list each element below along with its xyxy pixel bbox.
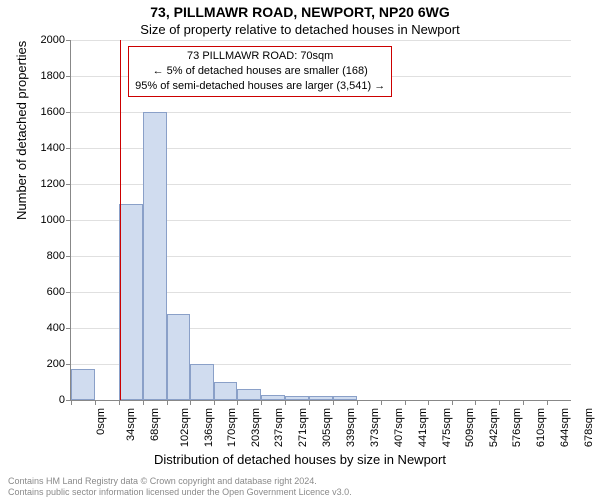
plot-area: 02004006008001000120014001600180020000sq… xyxy=(70,40,571,401)
y-tick-label: 1800 xyxy=(15,70,65,82)
x-tick-label: 576sqm xyxy=(512,408,524,447)
x-tick xyxy=(333,400,334,405)
y-tick-label: 800 xyxy=(15,250,65,262)
x-tick-label: 475sqm xyxy=(441,408,453,447)
x-tick-label: 0sqm xyxy=(95,408,107,435)
x-tick xyxy=(95,400,96,405)
footer-attribution: Contains HM Land Registry data © Crown c… xyxy=(8,476,352,499)
x-tick-label: 203sqm xyxy=(250,408,262,447)
bar xyxy=(143,112,167,400)
y-tick-label: 1000 xyxy=(15,214,65,226)
histogram-chart: 02004006008001000120014001600180020000sq… xyxy=(70,40,570,400)
footer-line: Contains public sector information licen… xyxy=(8,487,352,498)
x-tick xyxy=(499,400,500,405)
x-tick xyxy=(475,400,476,405)
x-tick xyxy=(547,400,548,405)
x-tick xyxy=(405,400,406,405)
y-tick-label: 0 xyxy=(15,394,65,406)
y-tick xyxy=(66,328,71,329)
bar xyxy=(119,204,143,400)
x-tick-label: 68sqm xyxy=(149,408,161,441)
x-tick-label: 441sqm xyxy=(417,408,429,447)
y-tick-label: 400 xyxy=(15,322,65,334)
y-tick-label: 200 xyxy=(15,358,65,370)
bar xyxy=(261,395,285,400)
y-tick xyxy=(66,292,71,293)
x-tick-label: 170sqm xyxy=(227,408,239,447)
x-tick xyxy=(285,400,286,405)
x-tick-label: 542sqm xyxy=(488,408,500,447)
x-tick xyxy=(190,400,191,405)
y-tick-label: 1400 xyxy=(15,142,65,154)
page-subtitle: Size of property relative to detached ho… xyxy=(0,22,600,37)
y-tick xyxy=(66,76,71,77)
y-tick xyxy=(66,364,71,365)
x-tick xyxy=(71,400,72,405)
annotation-line: ← 5% of detached houses are smaller (168… xyxy=(135,64,385,79)
x-tick xyxy=(214,400,215,405)
x-tick xyxy=(452,400,453,405)
x-tick-label: 339sqm xyxy=(345,408,357,447)
x-tick-label: 509sqm xyxy=(465,408,477,447)
annotation-line: 73 PILLMAWR ROAD: 70sqm xyxy=(135,49,385,64)
marker-line xyxy=(120,40,121,400)
x-tick-label: 102sqm xyxy=(179,408,191,447)
x-tick-label: 237sqm xyxy=(274,408,286,447)
y-tick-label: 1200 xyxy=(15,178,65,190)
page-title: 73, PILLMAWR ROAD, NEWPORT, NP20 6WG xyxy=(0,4,600,20)
x-tick-label: 34sqm xyxy=(125,408,137,441)
bar xyxy=(333,396,357,401)
x-tick-label: 373sqm xyxy=(369,408,381,447)
x-tick xyxy=(309,400,310,405)
x-tick xyxy=(237,400,238,405)
x-tick xyxy=(261,400,262,405)
y-tick-label: 2000 xyxy=(15,34,65,46)
x-tick-label: 305sqm xyxy=(321,408,333,447)
bar xyxy=(214,382,238,400)
x-axis-title: Distribution of detached houses by size … xyxy=(0,452,600,467)
bar xyxy=(190,364,214,400)
bar xyxy=(71,369,95,400)
y-tick xyxy=(66,256,71,257)
bar xyxy=(237,389,261,400)
x-tick-label: 644sqm xyxy=(559,408,571,447)
annotation-box: 73 PILLMAWR ROAD: 70sqm← 5% of detached … xyxy=(128,46,392,97)
x-tick xyxy=(119,400,120,405)
y-tick-label: 600 xyxy=(15,286,65,298)
bar xyxy=(309,396,333,401)
y-tick-label: 1600 xyxy=(15,106,65,118)
x-tick xyxy=(143,400,144,405)
x-tick-label: 610sqm xyxy=(536,408,548,447)
x-tick xyxy=(357,400,358,405)
x-tick-label: 678sqm xyxy=(583,408,595,447)
y-tick xyxy=(66,40,71,41)
grid-line xyxy=(71,40,571,41)
x-tick-label: 407sqm xyxy=(393,408,405,447)
y-tick xyxy=(66,112,71,113)
x-tick xyxy=(428,400,429,405)
x-tick xyxy=(167,400,168,405)
bar xyxy=(285,396,309,401)
x-tick xyxy=(381,400,382,405)
y-tick xyxy=(66,184,71,185)
y-tick xyxy=(66,148,71,149)
footer-line: Contains HM Land Registry data © Crown c… xyxy=(8,476,352,487)
x-tick-label: 136sqm xyxy=(203,408,215,447)
x-tick xyxy=(523,400,524,405)
y-axis-title: Number of detached properties xyxy=(14,41,29,220)
bar xyxy=(167,314,191,400)
x-tick-label: 271sqm xyxy=(297,408,309,447)
annotation-line: 95% of semi-detached houses are larger (… xyxy=(135,79,385,94)
y-tick xyxy=(66,220,71,221)
